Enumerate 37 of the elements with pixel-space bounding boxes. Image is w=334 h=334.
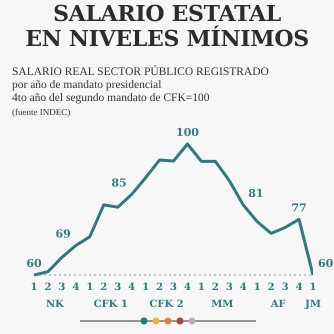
- data-label: 81: [248, 186, 264, 200]
- data-label: 60: [318, 257, 334, 270]
- x-tick-label: 2: [44, 282, 52, 294]
- data-label: 69: [56, 228, 71, 241]
- x-tick-label: 3: [226, 282, 233, 294]
- text: NK: [45, 299, 66, 310]
- x-tick-label: 2: [212, 282, 219, 294]
- x-tick-label: 4: [128, 282, 136, 294]
- text: (fuente INDEC): [12, 107, 70, 117]
- x-tick-label: 4: [240, 282, 247, 294]
- text: JM: [303, 299, 322, 310]
- x-tick-label: 4: [72, 282, 80, 294]
- x-tick-label: 3: [170, 282, 178, 294]
- x-tick-label: 3: [58, 282, 66, 294]
- data-label: 77: [291, 201, 307, 214]
- data-label: 100: [176, 126, 200, 139]
- text: CFK 1: [92, 299, 129, 310]
- x-tick-label: 1: [86, 282, 94, 294]
- x-tick-label: 1: [310, 282, 316, 294]
- chart-subtitle: SALARIO REAL SECTOR PÚBLICO REGISTRADO por año de mandato presidencial 4to año del segundo mandato de CFK=100: [12, 66, 270, 105]
- x-tick-label: 4: [184, 282, 191, 294]
- text: AF: [270, 299, 287, 310]
- x-tick-label: 1: [30, 282, 38, 294]
- x-tick-label: 1: [254, 282, 261, 294]
- x-tick-label: 3: [282, 282, 289, 294]
- data-label: 85: [111, 176, 127, 190]
- x-tick-label: 2: [100, 282, 108, 294]
- chart-title: SALARIO ESTATAL EN NIVELES MÍNIMOS: [24, 1, 310, 52]
- x-tick-label: 3: [114, 282, 122, 294]
- text: CFK 2: [148, 299, 185, 310]
- x-tick-label: 2: [156, 282, 164, 294]
- x-tick-label: 2: [268, 282, 275, 294]
- text: MM: [210, 299, 234, 310]
- data-label: 60: [26, 257, 42, 270]
- x-tick-label: 1: [142, 282, 150, 294]
- x-tick-label: 4: [296, 282, 303, 294]
- x-tick-label: 1: [198, 282, 205, 294]
